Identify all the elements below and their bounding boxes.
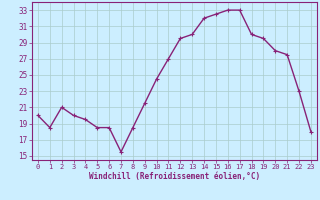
X-axis label: Windchill (Refroidissement éolien,°C): Windchill (Refroidissement éolien,°C) — [89, 172, 260, 181]
